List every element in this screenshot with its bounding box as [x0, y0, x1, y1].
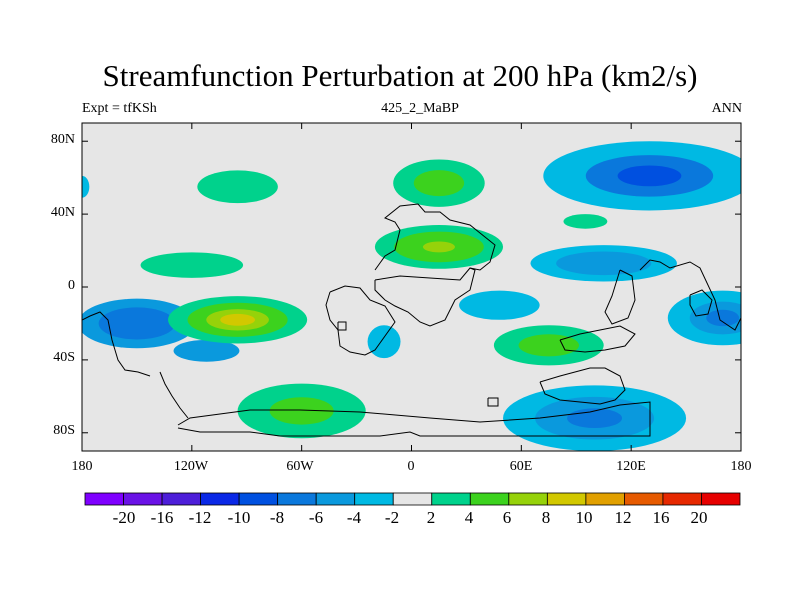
antarctica-coastline [177, 401, 651, 437]
colorbar-label: -10 [227, 508, 251, 527]
contour-region [413, 170, 465, 197]
colorbar-swatch [624, 492, 664, 506]
colorbar-swatch [200, 492, 240, 506]
colorbar-swatch [238, 492, 279, 506]
colorbar-label: 6 [502, 508, 512, 527]
contour-region [422, 241, 455, 253]
colorbar-label: -8 [269, 508, 285, 527]
season-label: ANN [711, 101, 742, 116]
contour-region [269, 397, 334, 425]
contour-region [220, 313, 255, 326]
africa-coastline [374, 267, 476, 327]
americas-west-coastline [82, 311, 151, 377]
contour-region [518, 334, 579, 357]
colorbar-label: -20 [112, 508, 136, 527]
case-label: 425_2_MaBP [381, 101, 459, 116]
contour-region [173, 339, 240, 362]
small-island-coastline [487, 397, 499, 407]
x-tick-label: 0 [407, 459, 415, 474]
contour-region [197, 170, 278, 204]
europe-asia-coastline [374, 203, 496, 271]
x-tick-label: 120E [616, 459, 646, 474]
colorbar [84, 492, 741, 506]
colorbar-label: -2 [384, 508, 400, 527]
colorbar-swatch [84, 492, 124, 506]
colorbar-label: -16 [150, 508, 174, 527]
x-tick-label: 60W [286, 459, 314, 474]
maritime-coastline [604, 269, 636, 325]
contour-region [140, 252, 244, 278]
colorbar-swatch [701, 492, 741, 506]
axis-ticks [81, 123, 742, 451]
colorbar-label: 16 [652, 508, 670, 527]
colorbar-label: 2 [426, 508, 436, 527]
colorbar-label: -12 [188, 508, 212, 527]
x-tick-label: 180 [730, 459, 752, 474]
caribbean-coastline [337, 321, 347, 331]
colorbar-label: 12 [614, 508, 632, 527]
pacific-islands-coastline [689, 289, 713, 317]
contour-region [706, 309, 740, 327]
coastline [82, 203, 741, 437]
south-pacific-coastline [159, 371, 189, 419]
y-tick-label: 40N [50, 205, 75, 220]
south-america-coastline [325, 285, 396, 356]
australia-coastline [539, 367, 626, 405]
contour-region [98, 307, 176, 340]
experiment-label: Expt = tfKSh [82, 101, 157, 116]
contour-region [367, 325, 401, 359]
colorbar-swatch [546, 492, 587, 506]
colorbar-swatch [161, 492, 201, 506]
colorbar-swatch [662, 492, 702, 506]
x-tick-label: 60E [509, 459, 533, 474]
indonesia-coastline [559, 325, 636, 353]
colorbar-label: -6 [308, 508, 324, 527]
x-tick-label: 180 [71, 459, 93, 474]
colorbar-label: 4 [464, 508, 474, 527]
chart-title: Streamfunction Perturbation at 200 hPa (… [102, 58, 698, 93]
colorbar-swatch [315, 492, 356, 506]
colorbar-swatch [585, 492, 625, 506]
contour-region [563, 214, 608, 229]
colorbar-swatch [277, 492, 317, 506]
colorbar-label: 8 [541, 508, 551, 527]
contour-region [459, 290, 540, 320]
colorbar-swatch [469, 492, 510, 506]
colorbar-swatch [123, 492, 163, 506]
colorbar-swatch [431, 492, 471, 506]
x-tick-label: 120W [173, 459, 209, 474]
contour-region [617, 165, 682, 187]
colorbar-label: -4 [346, 508, 362, 527]
contour-region [82, 175, 90, 198]
y-tick-label: 40S [53, 350, 75, 365]
colorbar-label: 10 [575, 508, 593, 527]
y-tick-label: 0 [68, 278, 75, 293]
asia-east-coastline [639, 259, 741, 331]
colorbar-swatch [392, 492, 433, 506]
colorbar-label: 20 [690, 508, 708, 527]
contour-region [556, 251, 652, 276]
colorbar-swatch [354, 492, 394, 506]
y-tick-label: 80N [50, 132, 75, 147]
colorbar-swatch [508, 492, 548, 506]
y-tick-label: 80S [53, 423, 75, 438]
